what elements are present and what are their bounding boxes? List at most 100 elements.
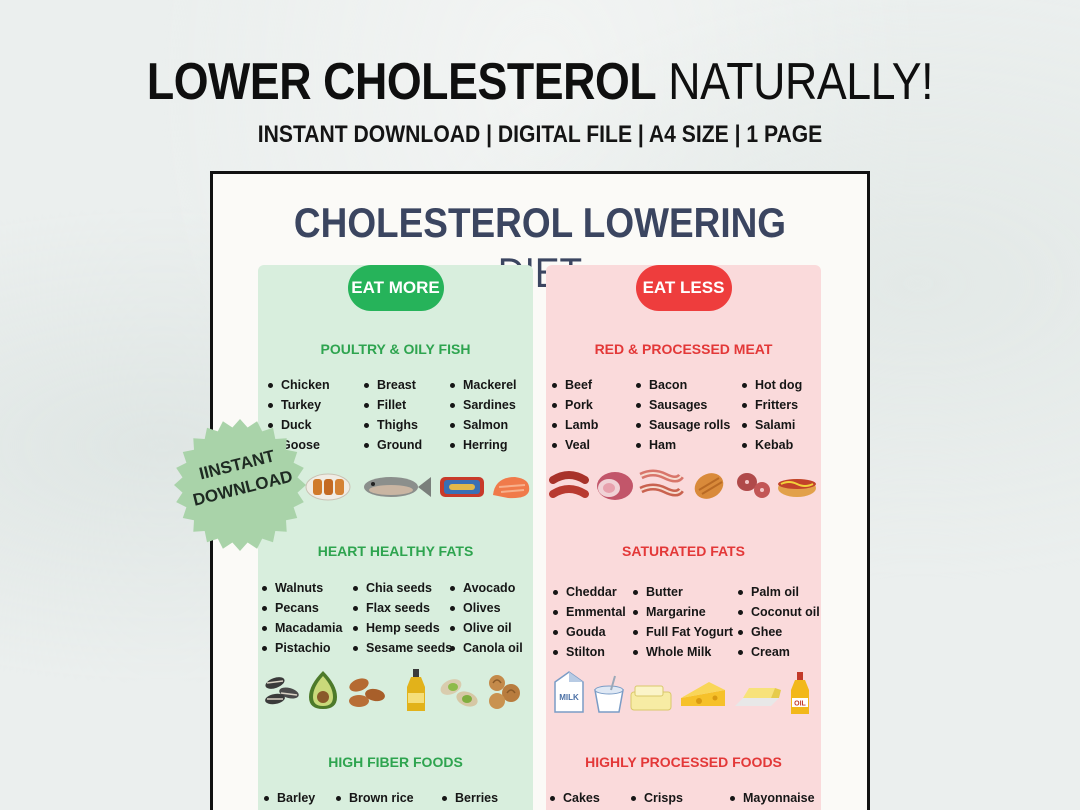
fish-icon bbox=[364, 477, 431, 497]
list-item: Coconut oil bbox=[736, 602, 820, 622]
list-item: Fillet bbox=[362, 395, 422, 415]
list-item: Olive oil bbox=[448, 618, 523, 638]
list-item: Margarine bbox=[631, 602, 733, 622]
list-item: Gouda bbox=[551, 622, 626, 642]
section-title-processed-foods: HIGHLY PROCESSED FOODS bbox=[585, 754, 782, 770]
list-item: Ham bbox=[634, 435, 730, 455]
yogurt-icon bbox=[594, 675, 624, 713]
hot-dog-icon bbox=[778, 479, 816, 497]
list-item: Kebab bbox=[740, 435, 802, 455]
list-item: Full Fat Yogurt bbox=[631, 622, 733, 642]
salmon-fillet-icon bbox=[493, 477, 530, 499]
ham-icon bbox=[597, 472, 633, 500]
list-item: Avocado bbox=[448, 578, 523, 598]
list-item: Sausages bbox=[634, 395, 730, 415]
list-item: Veal bbox=[550, 435, 598, 455]
list-item: Pistachio bbox=[260, 638, 342, 658]
milk-carton-icon: MILK bbox=[554, 671, 584, 713]
eat-more-column: EAT MORE POULTRY & OILY FISH Chicken Tur… bbox=[258, 265, 533, 810]
high-fiber-list-2: Brown rice bbox=[334, 788, 414, 808]
margarine-icon bbox=[630, 685, 672, 711]
almonds-icon bbox=[349, 678, 385, 707]
list-item: Herring bbox=[448, 435, 517, 455]
processed-foods-list-3: Mayonnaise bbox=[728, 788, 815, 808]
list-item: Berries bbox=[440, 788, 498, 808]
sausages-icon bbox=[549, 471, 589, 498]
list-item: Salami bbox=[740, 415, 802, 435]
eat-less-column: EAT LESS RED & PROCESSED MEAT Beef Pork … bbox=[546, 265, 821, 810]
list-item: Cakes bbox=[548, 788, 600, 808]
list-item: Ghee bbox=[736, 622, 820, 642]
list-item: Flax seeds bbox=[351, 598, 452, 618]
bacon-icon bbox=[639, 469, 684, 497]
cheese-icon bbox=[681, 682, 725, 706]
poultry-list-1: Chicken Turkey Duck Goose bbox=[266, 375, 330, 455]
sausage-roll-icon bbox=[694, 473, 724, 499]
list-item: Brown rice bbox=[334, 788, 414, 808]
section-title-red-meat: RED & PROCESSED MEAT bbox=[594, 341, 773, 357]
saturated-fats-list-2: Butter Margarine Full Fat Yogurt Whole M… bbox=[631, 582, 733, 662]
list-item: Olives bbox=[448, 598, 523, 618]
list-item: Beef bbox=[550, 375, 598, 395]
poultry-list-2: Breast Fillet Thighs Ground bbox=[362, 375, 422, 455]
badge-starburst-icon bbox=[174, 419, 306, 551]
list-item: Whole Milk bbox=[631, 642, 733, 662]
butter-icon bbox=[735, 688, 781, 706]
instant-download-badge: IINSTANT DOWNLOAD bbox=[172, 417, 308, 553]
list-item: Walnuts bbox=[260, 578, 342, 598]
red-meat-list-2: Bacon Sausages Sausage rolls Ham bbox=[634, 375, 730, 455]
pistachio-icon bbox=[440, 679, 478, 707]
processed-foods-list-2: Crisps bbox=[629, 788, 683, 808]
avocado-icon bbox=[309, 671, 337, 709]
list-item: Chicken bbox=[266, 375, 330, 395]
list-item: Thighs bbox=[362, 415, 422, 435]
list-item: Lamb bbox=[550, 415, 598, 435]
list-item: Mayonnaise bbox=[728, 788, 815, 808]
list-item: Ground bbox=[362, 435, 422, 455]
list-item: Bacon bbox=[634, 375, 730, 395]
list-item: Stilton bbox=[551, 642, 626, 662]
section-title-healthy-fats: HEART HEALTHY FATS bbox=[317, 543, 474, 559]
saturated-fats-list-1: Cheddar Emmental Gouda Stilton bbox=[551, 582, 626, 662]
page-title-bold: LOWER CHOLESTEROL bbox=[146, 53, 657, 111]
saturated-fats-icons: MILK bbox=[554, 671, 809, 714]
list-item: Sesame seeds bbox=[351, 638, 452, 658]
red-meat-list-3: Hot dog Fritters Salami Kebab bbox=[740, 375, 802, 455]
oil-label: OIL bbox=[794, 701, 806, 708]
page-title-light: NATURALLY! bbox=[668, 53, 934, 111]
poultry-fish-icons bbox=[305, 473, 530, 501]
sunflower-seeds-icon bbox=[265, 677, 299, 705]
high-fiber-list-3: Berries bbox=[440, 788, 498, 808]
list-item: Breast bbox=[362, 375, 422, 395]
list-item: Macadamia bbox=[260, 618, 342, 638]
poultry-list-3: Mackerel Sardines Salmon Herring bbox=[448, 375, 517, 455]
walnuts-icon bbox=[489, 675, 520, 709]
diet-sheet: CHOLESTEROL LOWERING DIET EAT MORE POULT… bbox=[210, 171, 870, 810]
list-item: Pork bbox=[550, 395, 598, 415]
saturated-fats-list-3: Palm oil Coconut oil Ghee Cream bbox=[736, 582, 820, 662]
list-item: Canola oil bbox=[448, 638, 523, 658]
oil-bottle-icon: OIL bbox=[791, 672, 809, 714]
list-item: Sardines bbox=[448, 395, 517, 415]
page-title: LOWER CHOLESTEROL NATURALLY! bbox=[76, 52, 1005, 112]
list-item: Hemp seeds bbox=[351, 618, 452, 638]
sheet-title-bold: CHOLESTEROL LOWERING bbox=[293, 199, 787, 246]
eat-less-pill: EAT LESS bbox=[635, 265, 732, 311]
eat-more-pill: EAT MORE bbox=[347, 265, 444, 311]
healthy-fats-list-2: Chia seeds Flax seeds Hemp seeds Sesame … bbox=[351, 578, 452, 658]
red-meat-icons bbox=[549, 469, 816, 500]
healthy-fats-list-1: Walnuts Pecans Macadamia Pistachio bbox=[260, 578, 342, 658]
healthy-fats-list-3: Avocado Olives Olive oil Canola oil bbox=[448, 578, 523, 658]
list-item: Palm oil bbox=[736, 582, 820, 602]
processed-foods-list-1: Cakes bbox=[548, 788, 600, 808]
sardine-tin-icon bbox=[440, 477, 484, 497]
list-item: Turkey bbox=[266, 395, 330, 415]
section-title-poultry: POULTRY & OILY FISH bbox=[320, 341, 471, 357]
red-meat-list-1: Beef Pork Lamb Veal bbox=[550, 375, 598, 455]
section-title-high-fiber: HIGH FIBER FOODS bbox=[328, 754, 463, 770]
list-item: Barley bbox=[262, 788, 315, 808]
list-item: Fritters bbox=[740, 395, 802, 415]
high-fiber-list-1: Barley bbox=[262, 788, 315, 808]
list-item: Crisps bbox=[629, 788, 683, 808]
list-item: Duck bbox=[266, 415, 330, 435]
